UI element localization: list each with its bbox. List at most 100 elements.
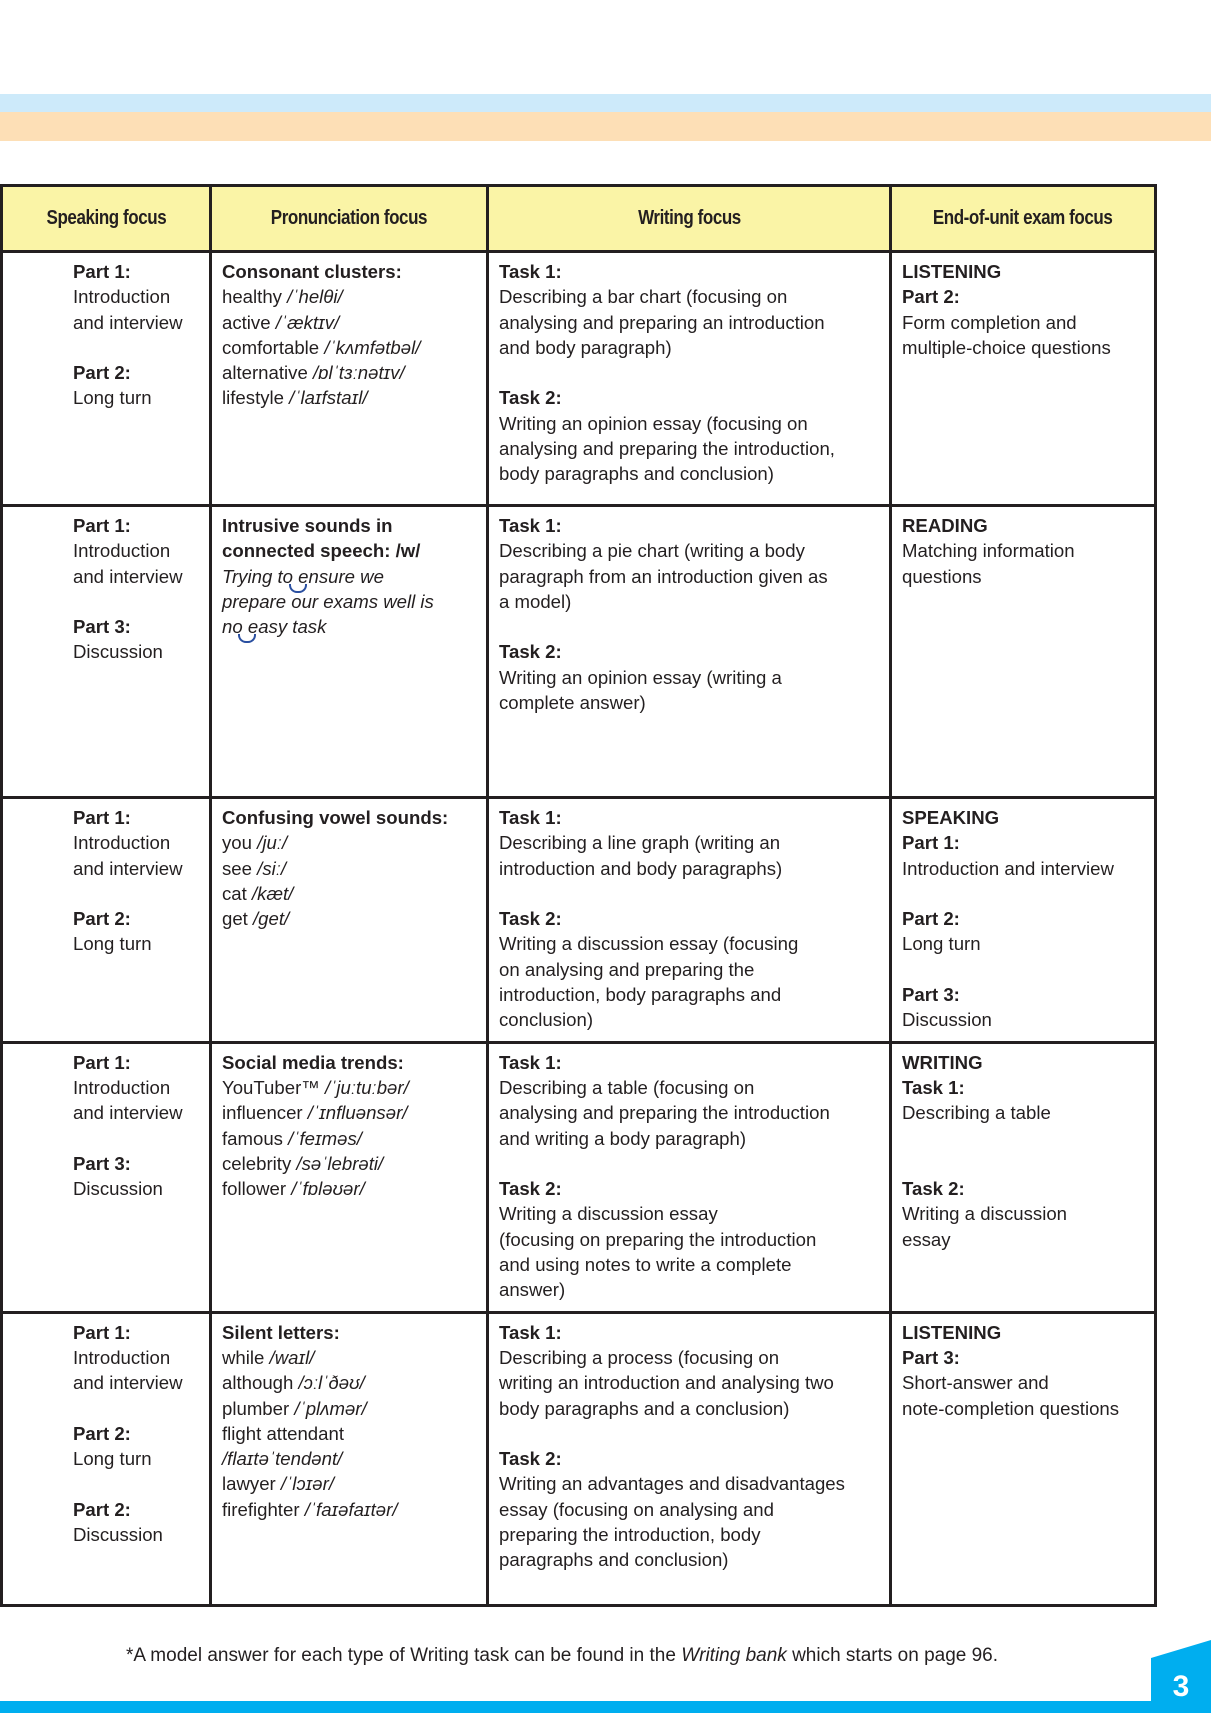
body-text: paragraph from an introduction given as xyxy=(499,565,828,587)
phonetic-text: /ɔːlˈðəʊ/ xyxy=(298,1372,365,1394)
body-text: and body paragraph) xyxy=(499,336,672,358)
cell-line: analysing and preparing an introduction xyxy=(499,310,881,335)
phonetic-text: /ˈfɒləʊər/ xyxy=(291,1178,365,1200)
cell-speaking-focus: Part 1: Introduction and interview Part 3: D… xyxy=(0,504,212,799)
cell-line: Form completion and xyxy=(902,310,1146,335)
phonetic-text: n xyxy=(222,616,233,638)
cell-line: Writing an opinion essay (focusing on xyxy=(499,411,881,436)
heading-text: Intrusive sounds in xyxy=(222,515,393,536)
cell-line: Writing a discussion xyxy=(902,1201,1146,1226)
cell-line: Task 2: xyxy=(902,1176,1146,1201)
cell-line: Part 2: xyxy=(902,906,1146,931)
body-text: Long turn xyxy=(902,933,981,955)
cell-line xyxy=(73,1396,201,1421)
cell-pronunciation-focus: Confusing vowel sounds: you /juː/see /siː… xyxy=(209,796,489,1044)
cell-line: celebrity /səˈlebrəti/ xyxy=(222,1151,478,1176)
heading-text: Part 1: xyxy=(73,1051,131,1073)
heading-text: Social media trends: xyxy=(222,1051,404,1073)
phonetic-text: /kæt/ xyxy=(251,882,294,904)
table-row: Part 1: Introduction and interview Part 3: D… xyxy=(0,504,1157,799)
cell-line: see /siː/ xyxy=(222,856,478,881)
cell-line: Describing a line graph (writing an xyxy=(499,830,881,855)
phonetic-text: /ˈplʌmər/ xyxy=(294,1397,367,1419)
cell-exam-focus: LISTENING Part 2: Form completion and multi… xyxy=(889,250,1157,507)
body-text: Discussion xyxy=(73,641,163,663)
cell-line: Part 2: xyxy=(73,1421,201,1446)
heading-text: Task 2: xyxy=(499,908,562,930)
cell-line: Introduction and interview xyxy=(902,856,1146,881)
cell-line: Part 2: xyxy=(73,906,201,931)
header-writing-focus: Writing focus xyxy=(486,184,892,253)
heading-text: Part 2: xyxy=(902,908,960,930)
body-text: essay xyxy=(902,1228,951,1250)
cell-line: prepare our exams well is xyxy=(222,589,478,614)
body-text: note-completion questions xyxy=(902,1397,1120,1419)
cell-writing-focus: Task 1: Describing a pie chart (writing a… xyxy=(486,504,892,799)
heading-text: Part 3: xyxy=(73,616,131,638)
phonetic-text: /ˈhelθi/ xyxy=(287,286,343,308)
unit-focus-table: Speaking focus Pronunciation focus Writing… xyxy=(0,184,1157,1607)
cell-line xyxy=(499,1421,881,1446)
body-text: Introduction and interview xyxy=(902,857,1114,879)
cell-line: although /ɔːlˈðəʊ/ xyxy=(222,1370,478,1395)
cell-writing-focus: Task 1: Describing a table (focusing on an… xyxy=(486,1040,892,1314)
body-text: paragraphs and conclusion) xyxy=(499,1549,729,1571)
cell-line: Task 1: xyxy=(499,259,881,284)
body-text: Writing a discussion xyxy=(902,1203,1068,1225)
body-text: get xyxy=(222,908,254,930)
cell-line: Social media trends: xyxy=(222,1050,478,1075)
cell-line: Discussion xyxy=(902,1007,1146,1032)
cell-pronunciation-focus: Social media trends: YouTuber™ /ˈjuːtuːbə… xyxy=(209,1040,489,1314)
heading-text: Task 1: xyxy=(499,1321,562,1343)
cell-line: WRITING xyxy=(902,1050,1146,1075)
phonetic-text: nsure we xyxy=(308,565,384,587)
cell-line xyxy=(73,335,201,360)
cell-line: on analysing and preparing the xyxy=(499,957,881,982)
body-text: famous xyxy=(222,1127,289,1149)
phonetic-text: /ˈɪnfluənsər/ xyxy=(307,1102,408,1124)
cell-line: and using notes to write a complete xyxy=(499,1252,881,1277)
body-text: Discussion xyxy=(73,1178,163,1200)
cell-line: lawyer /ˈlɔɪər/ xyxy=(222,1471,478,1496)
heading-text: Part 2: xyxy=(902,286,960,308)
heading-text: Confusing vowel sounds: xyxy=(222,807,449,828)
body-text: Discussion xyxy=(902,1009,992,1031)
heading-text: Part 1: xyxy=(902,832,960,854)
phonetic-text: /ɒlˈtɜːnətɪv/ xyxy=(312,362,405,384)
cell-line: introduction, body paragraphs and xyxy=(499,982,881,1007)
bottom-blue-band xyxy=(0,1701,1211,1713)
heading-text: Consonant clusters: xyxy=(222,261,402,282)
body-text: complete answer) xyxy=(499,692,646,714)
cell-line: Writing an opinion essay (writing a xyxy=(499,665,881,690)
cell-line: Discussion xyxy=(73,1176,201,1201)
cell-writing-focus: Task 1: Describing a line graph (writing … xyxy=(486,796,892,1044)
heading-text: Part 1: xyxy=(73,807,131,828)
heading-text: Task 2: xyxy=(499,387,562,409)
cell-line: alternative /ɒlˈtɜːnətɪv/ xyxy=(222,360,478,385)
cell-line: get /get/ xyxy=(222,906,478,931)
table-row: Part 1: Introduction and interview Part 2: L… xyxy=(0,250,1157,507)
body-text: writing an introduction and analysing tw… xyxy=(499,1372,834,1394)
cell-line: Task 1: xyxy=(902,1075,1146,1100)
phonetic-text: /siː/ xyxy=(257,857,287,879)
heading-text: Part 2: xyxy=(73,362,131,384)
header-speaking-focus: Speaking focus xyxy=(0,184,212,253)
body-text: preparing the introduction, body xyxy=(499,1524,761,1546)
body-text: questions xyxy=(902,565,982,587)
cell-line: essay (focusing on analysing and xyxy=(499,1497,881,1522)
cell-line: Introduction xyxy=(73,1345,201,1370)
cell-line: paragraph from an introduction given as xyxy=(499,564,881,589)
cell-line: and interview xyxy=(73,564,201,589)
phonetic-text: /flaɪtəˈtendənt/ xyxy=(222,1448,343,1470)
body-text: introduction, body paragraphs and xyxy=(499,984,782,1006)
header-exam-focus: End-of-unit exam focus xyxy=(889,184,1157,253)
cell-line: paragraphs and conclusion) xyxy=(499,1547,881,1572)
cell-line: Long turn xyxy=(73,1446,201,1471)
heading-text: Task 1: xyxy=(499,261,562,282)
footnote-italic: Writing bank xyxy=(681,1645,787,1666)
page-number: 3 xyxy=(1151,1640,1211,1713)
cell-line: body paragraphs and conclusion) xyxy=(499,461,881,486)
cell-speaking-focus: Part 1: Introduction and interview Part 3: D… xyxy=(0,1040,212,1314)
cell-line: Describing a process (focusing on xyxy=(499,1345,881,1370)
cell-line: Introduction xyxy=(73,538,201,563)
